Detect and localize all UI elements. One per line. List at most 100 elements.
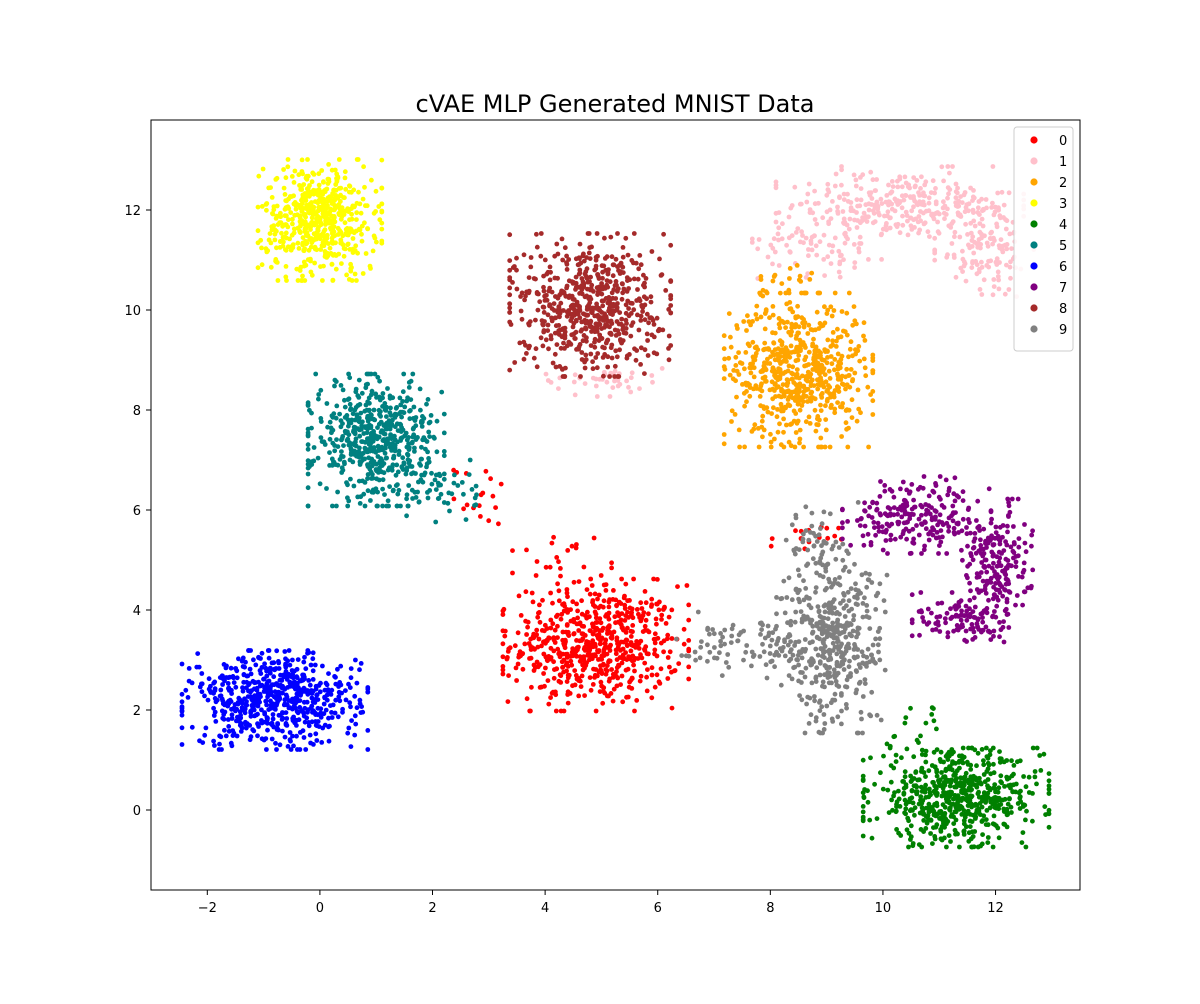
point-7 [911,536,916,542]
point-1 [659,366,665,371]
point-3 [355,157,361,162]
point-3 [330,199,335,205]
point-0 [547,564,553,570]
point-5 [459,480,465,485]
point-1 [799,229,804,235]
point-3 [284,213,289,219]
point-3 [291,230,297,236]
point-1 [979,235,984,241]
point-1 [863,214,869,220]
point-7 [990,596,996,602]
point-1 [765,254,771,260]
point-1 [814,221,820,227]
point-3 [320,278,325,283]
point-2 [817,353,823,359]
point-7 [926,531,931,537]
point-5 [311,458,317,464]
point-0 [555,612,560,618]
point-4 [949,789,954,795]
point-6 [294,733,299,739]
point-3 [308,258,313,264]
point-3 [300,200,305,206]
point-7 [938,496,943,502]
point-5 [355,393,361,399]
point-6 [266,655,272,661]
point-3 [274,228,279,234]
point-3 [347,189,352,195]
point-2 [729,419,734,424]
point-1 [950,164,955,169]
point-3 [274,245,279,251]
point-6 [283,661,288,667]
point-1 [908,215,913,221]
point-5 [384,420,390,426]
point-4 [923,782,928,788]
point-2 [756,444,762,450]
point-0 [493,505,498,510]
point-2 [843,420,849,426]
point-4 [884,741,890,747]
point-2 [809,270,815,276]
point-0 [598,679,604,685]
point-6 [224,675,229,680]
point-6 [241,679,247,685]
point-0 [535,644,541,650]
point-4 [957,753,962,759]
point-6 [228,665,234,671]
point-0 [571,579,577,585]
point-1 [852,260,858,265]
point-6 [248,734,254,740]
point-2 [823,427,829,433]
point-5 [384,404,389,410]
point-2 [726,311,732,316]
point-6 [333,697,339,703]
point-0 [551,659,556,665]
point-4 [972,829,978,834]
point-3 [269,224,275,230]
point-3 [302,226,308,232]
point-7 [909,506,915,512]
point-3 [336,251,342,257]
point-7 [917,632,922,638]
point-7 [870,500,875,506]
point-3 [336,212,342,218]
point-1 [825,254,831,260]
point-1 [749,240,755,245]
point-6 [255,694,260,700]
point-6 [297,730,303,735]
point-4 [1001,821,1007,827]
point-0 [572,651,578,657]
point-4 [939,770,944,775]
point-0 [602,641,608,647]
point-4 [1016,790,1022,796]
point-2 [839,404,845,410]
point-7 [1013,564,1019,569]
point-3 [361,164,366,170]
point-2 [794,371,800,377]
point-1 [979,292,985,297]
point-1 [776,210,782,216]
point-4 [1024,808,1029,814]
point-4 [977,775,982,781]
point-0 [628,640,634,645]
point-0 [681,641,687,647]
point-1 [615,378,621,383]
point-3 [297,268,303,273]
point-7 [960,489,966,495]
point-1 [878,232,884,238]
point-1 [909,227,915,232]
point-1 [806,247,811,252]
point-6 [276,727,281,733]
point-1 [848,208,854,214]
point-5 [318,387,324,393]
point-7 [1020,602,1025,608]
point-1 [977,212,982,218]
point-8 [564,285,569,291]
point-1 [556,386,561,391]
point-0 [652,636,658,642]
point-0 [528,647,534,652]
point-3 [318,234,324,239]
point-0 [553,708,559,714]
point-0 [537,602,542,608]
point-3 [349,211,354,217]
